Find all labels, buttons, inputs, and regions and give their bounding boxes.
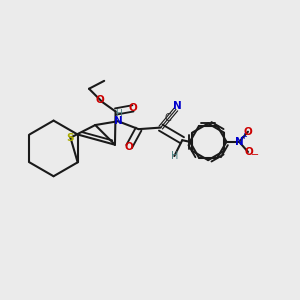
Text: N: N: [173, 101, 182, 111]
Text: O: O: [129, 103, 137, 113]
Text: S: S: [67, 133, 74, 143]
Text: C: C: [165, 113, 172, 124]
Text: N: N: [235, 137, 244, 147]
Text: O: O: [244, 127, 252, 137]
Text: +: +: [240, 132, 247, 141]
Text: O: O: [244, 147, 253, 157]
Text: H: H: [171, 151, 178, 161]
Text: O: O: [125, 142, 134, 152]
Text: N: N: [114, 116, 122, 126]
Text: H: H: [115, 109, 122, 118]
Text: O: O: [95, 95, 104, 105]
Text: −: −: [251, 150, 259, 160]
